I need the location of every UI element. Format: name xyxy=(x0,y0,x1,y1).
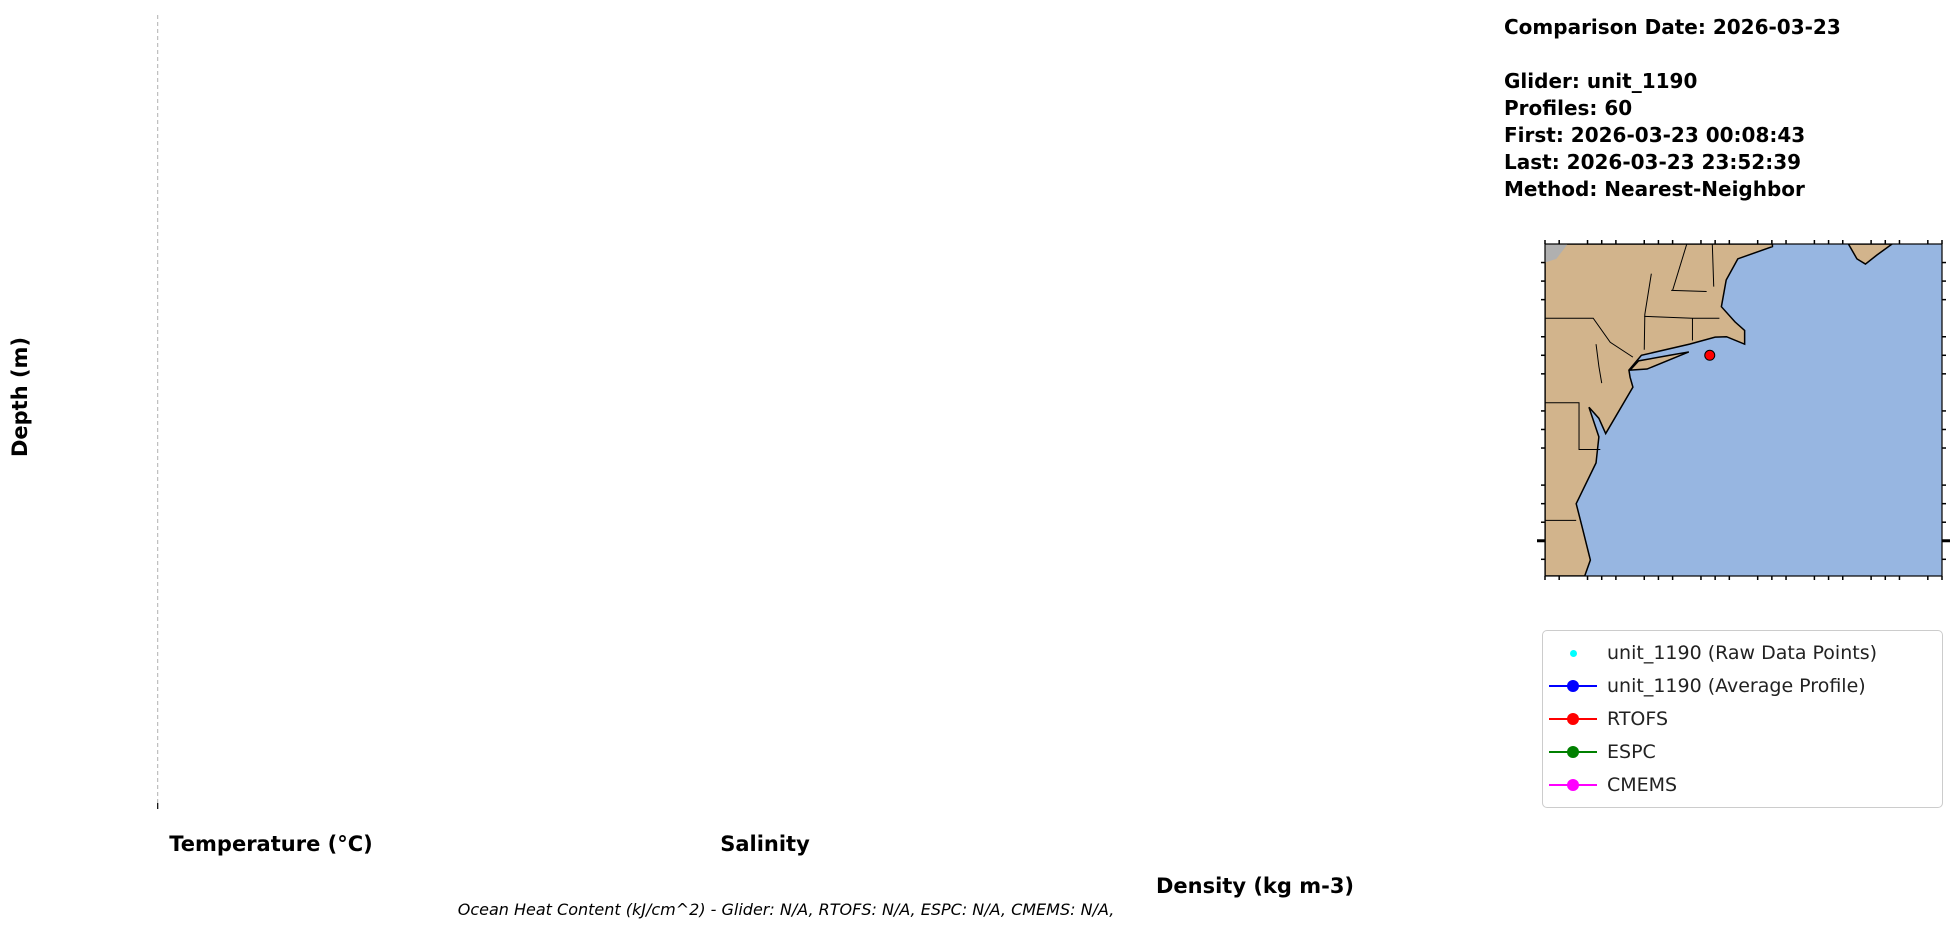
state-border xyxy=(1643,273,1652,350)
location-map xyxy=(1537,240,1950,580)
info-text-block: Comparison Date: 2026-03-23 Glider: unit… xyxy=(1504,14,1841,203)
legend-entry-rtofs: RTOFS xyxy=(1549,702,1936,735)
depth-axis-label: Depth (m) xyxy=(8,336,32,458)
avg-legend-symbol xyxy=(1549,676,1597,696)
legend-marker xyxy=(1567,712,1579,725)
espc-legend-symbol xyxy=(1549,742,1597,762)
nova-scotia xyxy=(1847,244,1894,265)
legend-label: ESPC xyxy=(1607,740,1656,763)
legend-label: CMEMS xyxy=(1607,773,1678,796)
ocean-heat-content-footer: Ocean Heat Content (kJ/cm^2) - Glider: N… xyxy=(457,900,1115,919)
glider-name: Glider: unit_1190 xyxy=(1504,69,1698,93)
state-border xyxy=(1545,402,1601,451)
legend-marker xyxy=(1567,679,1579,692)
comparison-date: Comparison Date: 2026-03-23 xyxy=(1504,15,1841,39)
state-border xyxy=(1671,289,1707,292)
legend-entry-espc: ESPC xyxy=(1549,735,1936,768)
legend-label: unit_1190 (Raw Data Points) xyxy=(1607,641,1878,664)
map-frame xyxy=(1544,243,1943,577)
salinity-axis-label: Salinity xyxy=(720,832,810,856)
state-border xyxy=(1672,244,1688,291)
legend: unit_1190 (Raw Data Points) unit_1190 (A… xyxy=(1542,630,1943,808)
temperature-axis-label: Temperature (°C) xyxy=(169,832,373,856)
rtofs-legend-symbol xyxy=(1549,709,1597,729)
state-border xyxy=(1545,317,1634,358)
legend-marker xyxy=(1570,649,1577,657)
cmems-legend-symbol xyxy=(1549,775,1597,795)
long-island xyxy=(1628,351,1690,371)
method: Method: Nearest-Neighbor xyxy=(1504,177,1805,201)
legend-label: RTOFS xyxy=(1607,707,1669,730)
glider-location-marker xyxy=(1704,349,1716,361)
state-border xyxy=(1711,244,1715,287)
density-axis-label: Density (kg m-3) xyxy=(1155,874,1355,898)
state-border xyxy=(1595,344,1603,384)
legend-marker xyxy=(1567,778,1579,791)
legend-entry-raw: unit_1190 (Raw Data Points) xyxy=(1549,636,1936,669)
profile-count: Profiles: 60 xyxy=(1504,96,1633,120)
last-time: Last: 2026-03-23 23:52:39 xyxy=(1504,150,1802,174)
lake-ontario xyxy=(1545,244,1568,263)
legend-entry-cmems: CMEMS xyxy=(1549,768,1936,801)
legend-label: unit_1190 (Average Profile) xyxy=(1607,674,1866,697)
land-mass xyxy=(1545,244,1774,576)
first-time: First: 2026-03-23 00:08:43 xyxy=(1504,123,1806,147)
legend-marker xyxy=(1567,745,1579,758)
map-content xyxy=(1545,244,1894,576)
legend-entry-avg: unit_1190 (Average Profile) xyxy=(1549,669,1936,702)
raw-legend-symbol xyxy=(1549,643,1597,663)
